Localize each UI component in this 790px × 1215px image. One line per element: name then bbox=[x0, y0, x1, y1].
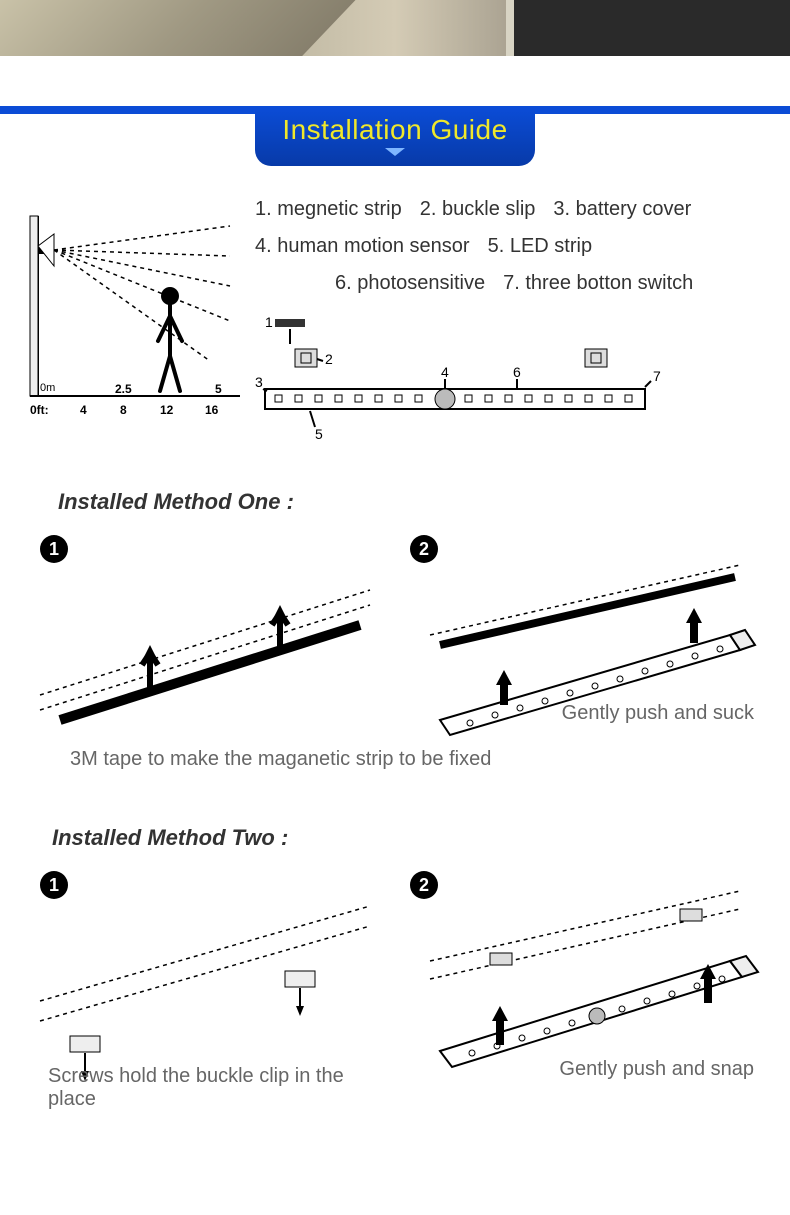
step-number-badge: 2 bbox=[410, 871, 438, 899]
method-two-step-1: 1 Screws hold the buckle clip in the pla… bbox=[30, 861, 390, 1121]
sensor-range-diagram: 0m 2.5 5 0ft: 4 8 12 16 bbox=[10, 186, 245, 436]
svg-text:12: 12 bbox=[160, 403, 174, 417]
method-one-row: 1 3M tape to make the maganetic strip to… bbox=[0, 525, 790, 785]
step-number-badge: 2 bbox=[410, 535, 438, 563]
svg-text:1: 1 bbox=[265, 314, 273, 330]
method-two-row: 1 Screws hold the buckle clip in the pla… bbox=[0, 861, 790, 1121]
svg-text:16: 16 bbox=[205, 403, 219, 417]
title-ribbon: Installation Guide bbox=[255, 108, 535, 166]
label-2-5m: 2.5 bbox=[115, 382, 132, 396]
svg-text:7: 7 bbox=[653, 368, 661, 384]
page-title: Installation Guide bbox=[282, 114, 507, 146]
parts-line-2: 4. human motion sensor 5. LED strip bbox=[255, 235, 780, 258]
step-number-badge: 1 bbox=[40, 535, 68, 563]
method-one-step-2: 2 Gently push and suck bbox=[400, 525, 760, 785]
parts-line-1: 1. megnetic strip 2. buckle slip 3. batt… bbox=[255, 198, 780, 221]
svg-text:2: 2 bbox=[325, 351, 333, 367]
label-5m: 5 bbox=[215, 382, 222, 396]
method-two-step-2: 2 Gently push and snap bbox=[400, 861, 760, 1121]
step-caption: Screws hold the buckle clip in the place bbox=[48, 1065, 390, 1111]
step-caption: Gently push and suck bbox=[562, 702, 754, 725]
method-two-heading: Installed Method Two : bbox=[52, 825, 790, 851]
method-one-heading: Installed Method One : bbox=[58, 489, 790, 515]
hero-photo-strip bbox=[0, 0, 790, 56]
step-number-badge: 1 bbox=[40, 871, 68, 899]
parts-legend: 1. megnetic strip 2. buckle slip 3. batt… bbox=[255, 186, 780, 449]
step-caption: Gently push and snap bbox=[559, 1058, 754, 1081]
chevron-down-icon bbox=[385, 148, 405, 156]
svg-text:5: 5 bbox=[315, 426, 323, 442]
method-one-step-1: 1 3M tape to make the maganetic strip to… bbox=[30, 525, 390, 785]
label-0m: 0m bbox=[40, 382, 55, 394]
svg-text:8: 8 bbox=[120, 403, 127, 417]
svg-text:6: 6 bbox=[513, 364, 521, 380]
led-strip-diagram: 1 2 bbox=[255, 309, 735, 449]
svg-text:3: 3 bbox=[255, 374, 263, 390]
parts-overview-row: 0m 2.5 5 0ft: 4 8 12 16 1. megnetic stri… bbox=[0, 166, 790, 449]
label-0ft: 0ft: bbox=[30, 403, 49, 417]
svg-text:4: 4 bbox=[80, 403, 87, 417]
svg-text:4: 4 bbox=[441, 364, 449, 380]
parts-line-3: 6. photosensitive 7. three botton switch bbox=[335, 272, 780, 295]
